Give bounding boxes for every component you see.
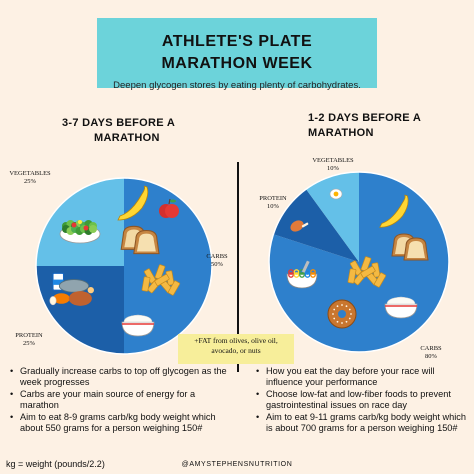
left-heading: 3-7 DAYS BEFORE A MARATHON	[62, 116, 175, 146]
banana-icon	[379, 194, 409, 228]
list-item: Aim to eat 9-11 grams carb/kg body weigh…	[256, 412, 470, 435]
right-label-protein: PROTEIN 10%	[258, 195, 288, 211]
title-line-2: MARATHON WEEK	[161, 55, 313, 72]
right-heading: 1-2 DAYS BEFORE A MARATHON	[308, 111, 421, 141]
left-bullet-list: Gradually increase carbs to top off glyc…	[10, 366, 230, 435]
right-label-carbs: CARBS 80%	[417, 345, 445, 361]
list-item: Choose low-fat and low-fiber foods to pr…	[256, 389, 470, 412]
left-heading-line-1: 3-7 DAYS BEFORE A	[62, 117, 176, 129]
bread-icon	[391, 233, 429, 261]
subtitle: Deepen glycogen stores by eating plenty …	[113, 80, 361, 91]
pasta-icon	[347, 256, 387, 288]
right-vegetables-label: VEGETABLES	[312, 157, 354, 164]
pasta-icon	[141, 264, 181, 296]
right-vegetables-percent: 10%	[327, 165, 339, 172]
title-banner: ATHLETE'S PLATE MARATHON WEEK	[97, 18, 377, 88]
left-protein-label: PROTEIN	[15, 332, 43, 339]
protein-foods-icon	[49, 272, 94, 306]
fat-note: +FAT from olives, olive oil, avocado, or…	[178, 334, 294, 364]
left-slice-carbs	[124, 178, 212, 354]
left-carbs-label: CARBS	[206, 253, 228, 260]
salad-icon	[59, 220, 101, 244]
right-carbs-percent: 80%	[425, 353, 437, 360]
chicken-icon	[290, 220, 309, 232]
title-line-1: ATHLETE'S PLATE	[161, 33, 313, 50]
author-handle: @AMYSTEPHENSNUTRITION	[181, 461, 293, 468]
list-item: How you eat the day before your race wil…	[256, 366, 470, 389]
rice-icon	[121, 314, 155, 337]
right-carbs-label: CARBS	[420, 345, 442, 352]
list-item: Aim to eat 8-9 grams carb/kg body weight…	[10, 412, 230, 435]
fat-note-line-1: +FAT from olives, olive oil,	[194, 336, 278, 345]
left-vegetables-label: VEGETABLES	[9, 170, 51, 177]
list-item: Carbs are your main source of energy for…	[10, 389, 230, 412]
right-bullet-list: How you eat the day before your race wil…	[256, 366, 470, 435]
left-label-carbs: CARBS 50%	[203, 253, 231, 269]
weight-formula: kg = weight (pounds/2.2)	[6, 459, 105, 469]
banana-icon	[117, 185, 149, 221]
right-heading-line-1: 1-2 DAYS BEFORE A	[308, 112, 422, 124]
apple-icon	[159, 198, 179, 218]
fat-note-line-2: avocado, or nuts	[211, 345, 261, 355]
right-slice-vegetables	[306, 172, 359, 262]
left-protein-percent: 25%	[23, 340, 35, 347]
left-vegetables-percent: 25%	[24, 178, 36, 185]
left-heading-line-2: MARATHON	[94, 132, 160, 144]
right-heading-line-2: MARATHON	[308, 127, 374, 139]
cereal-icon	[286, 260, 318, 289]
left-label-protein: PROTEIN 25%	[12, 332, 46, 348]
bread-icon	[120, 225, 160, 255]
list-item: Gradually increase carbs to top off glyc…	[10, 366, 230, 389]
egg-icon	[329, 188, 343, 200]
left-carbs-percent: 50%	[211, 261, 223, 268]
bagel-icon	[327, 299, 357, 329]
right-label-vegetables: VEGETABLES 10%	[310, 157, 356, 173]
right-protein-percent: 10%	[267, 203, 279, 210]
right-slice-protein	[273, 189, 359, 262]
right-protein-label: PROTEIN	[259, 195, 287, 202]
left-label-vegetables: VEGETABLES 25%	[8, 170, 52, 186]
rice-icon	[384, 296, 418, 319]
center-divider	[237, 162, 239, 372]
